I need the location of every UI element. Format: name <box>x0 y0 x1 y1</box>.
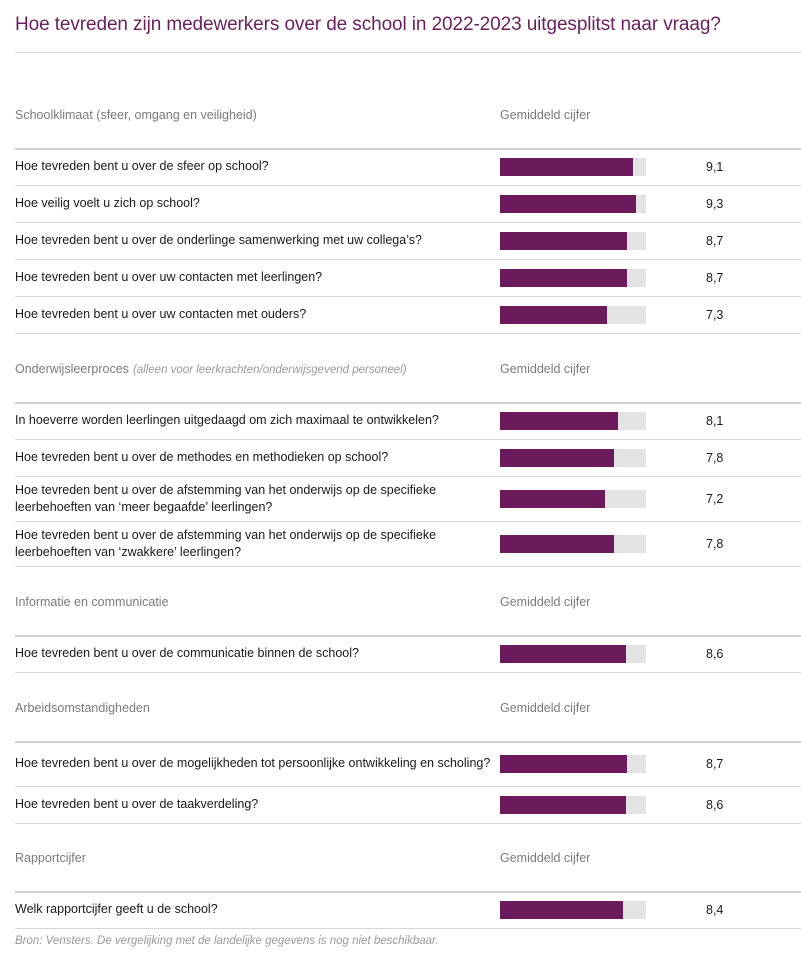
question-label: Hoe veilig voelt u zich op school? <box>15 196 200 210</box>
section-divider <box>15 741 801 743</box>
row-divider <box>15 185 801 186</box>
row-divider <box>15 786 801 787</box>
bar-track <box>500 158 646 176</box>
value-label: 7,8 <box>706 450 724 465</box>
value-label: 9,1 <box>706 159 724 174</box>
question-label: Hoe tevreden bent u over de mogelijkhede… <box>15 756 491 770</box>
question-label: Hoe tevreden bent u over de sfeer op sch… <box>15 159 269 173</box>
bar <box>500 306 607 324</box>
value-label: 7,3 <box>706 307 724 322</box>
title-divider <box>15 52 801 53</box>
column-header: Gemiddeld cijfer <box>500 851 591 865</box>
row-divider <box>15 672 801 673</box>
bar <box>500 535 614 553</box>
bar <box>500 232 627 250</box>
row-divider <box>15 566 801 567</box>
bar <box>500 269 627 287</box>
bar <box>500 449 614 467</box>
value-label: 9,3 <box>706 196 724 211</box>
bar-track <box>500 535 646 553</box>
section-header: Rapportcijfer <box>15 851 86 865</box>
row-divider <box>15 823 801 824</box>
column-header: Gemiddeld cijfer <box>500 701 591 715</box>
column-header: Gemiddeld cijfer <box>500 595 591 609</box>
bar <box>500 645 626 663</box>
bar-track <box>500 195 646 213</box>
bar <box>500 755 627 773</box>
value-label: 8,7 <box>706 270 724 285</box>
source-note: Bron: Vensters. De vergelijking met de l… <box>15 935 439 947</box>
bar-track <box>500 269 646 287</box>
column-header: Gemiddeld cijfer <box>500 108 591 122</box>
bar <box>500 412 618 430</box>
value-label: 8,7 <box>706 233 724 248</box>
bar-track <box>500 755 646 773</box>
section-title: Rapportcijfer <box>15 851 86 865</box>
value-label: 8,6 <box>706 797 724 812</box>
section-header: Onderwijsleerproces (alleen voor leerkrac… <box>15 362 407 376</box>
bar-track <box>500 796 646 814</box>
section-title: Onderwijsleerproces <box>15 362 129 376</box>
row-divider <box>15 521 801 522</box>
section-note: (alleen voor leerkrachten/onderwijsgeven… <box>132 364 407 376</box>
question-label: Welk rapportcijfer geeft u de school? <box>15 902 218 916</box>
section-divider <box>15 635 801 637</box>
section-divider <box>15 891 801 893</box>
section-divider <box>15 402 801 404</box>
question-label: Hoe tevreden bent u over de afstemming v… <box>15 482 437 514</box>
column-header: Gemiddeld cijfer <box>500 362 591 376</box>
row-divider <box>15 296 801 297</box>
value-label: 8,6 <box>706 646 724 661</box>
value-label: 7,8 <box>706 536 724 551</box>
row-divider <box>15 333 801 334</box>
value-label: 8,1 <box>706 413 724 428</box>
question-label: Hoe tevreden bent u over de onderlinge s… <box>15 233 422 247</box>
bar <box>500 796 626 814</box>
bar <box>500 901 623 919</box>
value-label: 8,7 <box>706 756 724 771</box>
question-label: Hoe tevreden bent u over uw contacten me… <box>15 270 323 284</box>
bar-track <box>500 412 646 430</box>
bar-track <box>500 490 646 508</box>
row-divider <box>15 476 801 477</box>
bar-track <box>500 232 646 250</box>
chart-title: Hoe tevreden zijn medewerkers over de sc… <box>15 14 721 35</box>
value-label: 7,2 <box>706 491 724 506</box>
section-header: Schoolklimaat (sfeer, omgang en veilighe… <box>15 108 257 122</box>
section-title: Schoolklimaat (sfeer, omgang en veilighe… <box>15 108 257 122</box>
question-label: Hoe tevreden bent u over de methodes en … <box>15 450 389 464</box>
question-label: In hoeverre worden leerlingen uitgedaagd… <box>15 413 439 427</box>
bar <box>500 490 605 508</box>
bar-track <box>500 645 646 663</box>
bar-track <box>500 901 646 919</box>
question-label: Hoe tevreden bent u over uw contacten me… <box>15 307 307 321</box>
bar-track <box>500 306 646 324</box>
row-divider <box>15 222 801 223</box>
section-divider <box>15 148 801 150</box>
bar <box>500 195 636 213</box>
question-label: Hoe tevreden bent u over de afstemming v… <box>15 527 437 559</box>
bar <box>500 158 633 176</box>
section-title: Informatie en communicatie <box>15 595 169 609</box>
section-header: Arbeidsomstandigheden <box>15 701 150 715</box>
question-label: Hoe tevreden bent u over de taakverdelin… <box>15 797 259 811</box>
section-header: Informatie en communicatie <box>15 595 169 609</box>
row-divider <box>15 439 801 440</box>
value-label: 8,4 <box>706 902 724 917</box>
question-label: Hoe tevreden bent u over de communicatie… <box>15 646 359 660</box>
row-divider <box>15 928 801 929</box>
row-divider <box>15 259 801 260</box>
section-title: Arbeidsomstandigheden <box>15 701 150 715</box>
bar-track <box>500 449 646 467</box>
